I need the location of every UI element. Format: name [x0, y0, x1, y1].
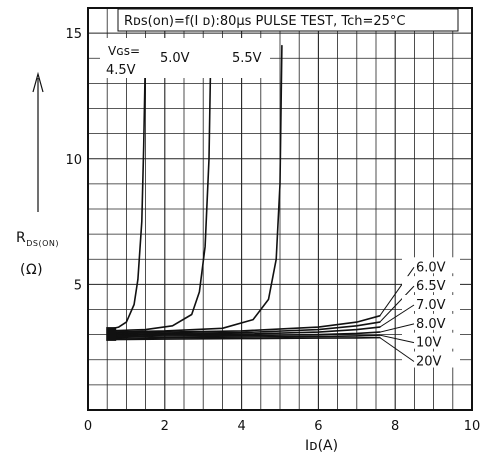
- right-label-bg: [402, 294, 460, 311]
- vgs-prefix-label: Vɢs=: [108, 44, 140, 58]
- vgs-label-box: [100, 38, 270, 78]
- series-label-6.0v: 6.0V: [416, 260, 446, 275]
- series-label-5.5v: 5.5V: [232, 51, 262, 66]
- leader-line: [379, 267, 415, 317]
- series-line-6.0v: [106, 314, 381, 335]
- series-label-4.5v: 4.5V: [106, 63, 136, 78]
- right-label-bg: [402, 332, 460, 349]
- series-line-20v: [106, 336, 381, 341]
- series-label-20v: 20V: [416, 355, 442, 370]
- y-axis-unit: (Ω): [20, 262, 44, 278]
- series-line-5.5v: [106, 44, 283, 333]
- y-axis-label-sub: DS(ON): [26, 238, 59, 248]
- leader-line: [379, 337, 415, 362]
- right-label-bg: [402, 276, 460, 293]
- series-line-5.0v: [106, 44, 212, 332]
- y-tick-label: 10: [65, 153, 82, 168]
- curve-origin-band: [106, 327, 117, 341]
- right-label-bg: [402, 351, 460, 368]
- right-label-layer: 6.0V 6.5V 7.0V 8.0V 10V 20V: [379, 257, 460, 370]
- x-tick-label: 4: [237, 419, 245, 434]
- leader-line: [379, 334, 415, 344]
- right-label-bg: [402, 257, 460, 274]
- x-axis-label: Iᴅ(A): [305, 438, 338, 454]
- series-label-7.0v: 7.0V: [416, 298, 446, 313]
- series-label-10v: 10V: [416, 336, 442, 351]
- series-line-8.0v: [106, 331, 381, 338]
- y-tick-label: 15: [65, 27, 82, 42]
- x-tick-label: 6: [314, 419, 322, 434]
- x-tick-label: 2: [161, 419, 169, 434]
- chart-title: Rᴅs(on)=f(I ᴅ):80μs PULSE TEST, Tch=25°C: [124, 14, 406, 29]
- series-label-6.5v: 6.5V: [416, 279, 446, 294]
- leader-line: [379, 304, 415, 328]
- series-label-5.0v: 5.0V: [160, 51, 190, 66]
- series-line-4.5v: [106, 44, 147, 331]
- leader-line: [379, 323, 415, 333]
- y-axis-label-main: R: [16, 230, 27, 246]
- series-label-8.0v: 8.0V: [416, 317, 446, 332]
- series-line-10v: [106, 334, 381, 340]
- leader-line: [379, 285, 415, 323]
- y-tick-label: 5: [74, 278, 82, 293]
- x-tick-label: 10: [464, 419, 481, 434]
- x-tick-label: 0: [84, 419, 92, 434]
- right-label-bg: [402, 313, 460, 330]
- series-layer: [106, 44, 381, 341]
- y-axis-arrow-head: [32, 71, 44, 93]
- x-tick-label: 8: [391, 419, 399, 434]
- y-axis-label: RDS(ON): [16, 230, 59, 248]
- series-line-7.0v: [106, 326, 381, 337]
- series-line-6.5v: [106, 321, 381, 336]
- tick-labels: 0 2 4 6 8 10 5 10 15: [65, 27, 480, 434]
- title-box: [117, 8, 459, 32]
- plot-frame: [87, 7, 473, 411]
